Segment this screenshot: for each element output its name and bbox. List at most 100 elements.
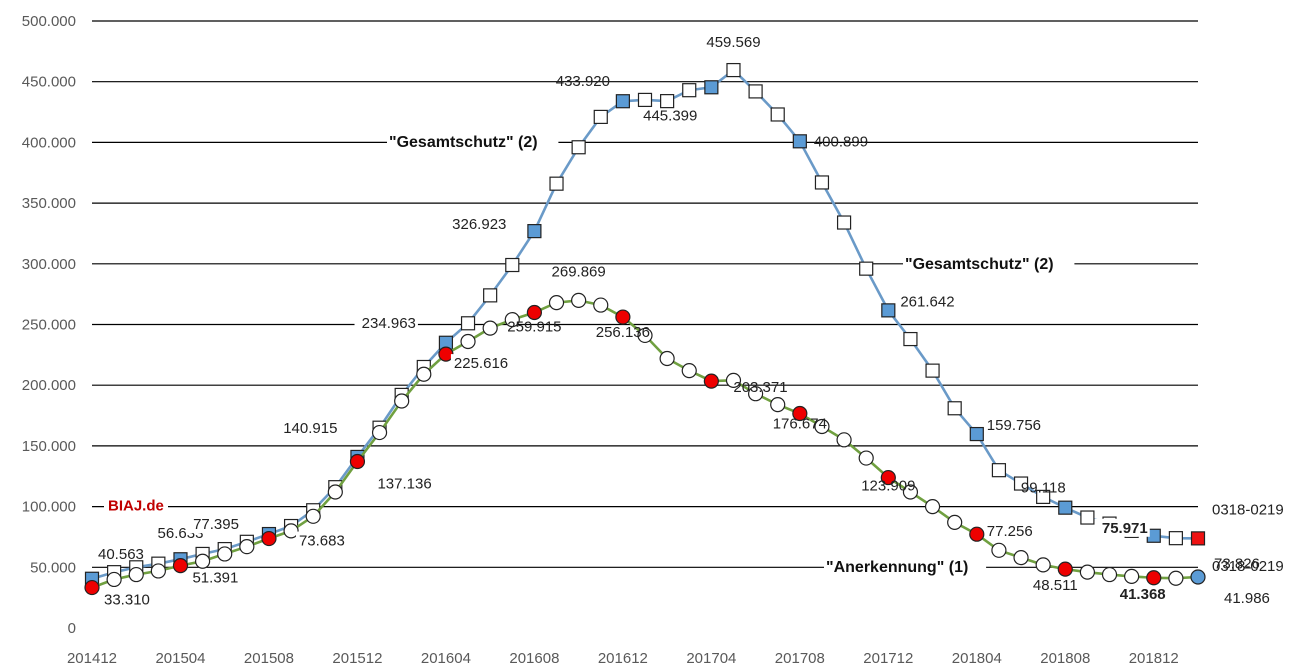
data-point: [748, 84, 763, 99]
series-anerkennung: [84, 292, 1206, 596]
data-point: [571, 292, 587, 308]
data-point: [571, 140, 586, 155]
data-point: [925, 363, 940, 378]
x-tick-label: 201512: [332, 650, 382, 667]
data-label: 234.963: [362, 315, 416, 332]
data-point: [128, 566, 144, 583]
brand-background: [104, 492, 168, 513]
data-label: 123.909: [861, 478, 915, 495]
data-point: [460, 333, 476, 350]
data-label: 41.368: [1120, 586, 1166, 603]
data-point: [725, 372, 742, 388]
data-point: [615, 309, 631, 325]
x-tick-label: 201712: [863, 650, 913, 667]
data-point: [1190, 569, 1206, 585]
data-point: [969, 426, 984, 442]
data-point: [991, 542, 1007, 558]
data-point: [770, 397, 786, 413]
data-label: 433.920: [556, 73, 610, 90]
data-point: [770, 107, 785, 122]
data-point: [637, 327, 653, 344]
data-point: [792, 405, 808, 422]
x-tick-label: 201804: [952, 650, 1002, 667]
label-background: [374, 474, 438, 493]
data-point: [681, 363, 697, 379]
data-labels: 40.56356.63377.395140.915234.963326.9234…: [98, 34, 1284, 608]
y-tick-label: 450.000: [22, 74, 76, 91]
x-tick-label: 201708: [775, 650, 825, 667]
data-label: 77.256: [987, 523, 1033, 540]
data-point: [283, 523, 299, 539]
y-tick-label: 0: [68, 620, 76, 637]
annotation-gesamtschutz: "Gesamtschutz" (2): [389, 134, 538, 151]
data-point: [1124, 568, 1140, 585]
end-label: 0318-0219: [1212, 501, 1284, 518]
y-tick-label: 50.000: [30, 559, 76, 576]
data-label: 400.899: [814, 133, 868, 150]
data-label: 326.923: [452, 216, 506, 233]
y-axis-ticks: 0 50.000 100.000 150.000 200.000 250.000 300.0…: [22, 13, 76, 637]
data-point: [726, 62, 741, 78]
data-point: [217, 546, 233, 562]
data-point: [947, 401, 962, 416]
y-tick-label: 250.000: [22, 317, 76, 334]
y-tick-label: 150.000: [22, 438, 76, 455]
data-label: 225.616: [454, 355, 508, 372]
data-point: [1057, 561, 1073, 577]
data-point: [792, 134, 807, 149]
data-point: [1013, 549, 1029, 566]
data-point: [394, 393, 410, 409]
data-label: 445.399: [643, 107, 697, 124]
data-point: [1058, 500, 1073, 515]
y-tick-label: 100.000: [22, 499, 76, 516]
data-point: [416, 366, 432, 382]
data-point: [460, 316, 476, 331]
data-point: [660, 94, 675, 109]
grid-lines: [92, 20, 1198, 568]
brand-label: BIAJ.de: [108, 498, 164, 515]
data-label: 41.986: [1224, 590, 1270, 607]
data-label: 159.756: [987, 417, 1041, 434]
data-point: [483, 288, 498, 303]
data-point: [836, 215, 852, 230]
data-point: [527, 224, 542, 239]
data-point: [106, 571, 122, 588]
label-background: [450, 354, 515, 373]
data-label: 40.563: [98, 546, 144, 563]
series-line: [91, 299, 1199, 589]
data-point: [991, 463, 1007, 478]
data-point: [1080, 510, 1095, 525]
label-background: [185, 515, 241, 534]
x-tick-label: 201508: [244, 650, 294, 667]
data-point: [327, 484, 343, 500]
data-point: [637, 92, 653, 108]
data-point: [836, 432, 852, 448]
data-label: 269.869: [552, 263, 606, 280]
data-label: 73.826: [1214, 555, 1260, 572]
data-label: 261.642: [900, 293, 954, 310]
data-point: [1101, 566, 1118, 583]
data-point: [504, 312, 520, 328]
data-label: 140.915: [283, 420, 337, 437]
x-tick-label: 201604: [421, 650, 471, 667]
label-background: [1094, 518, 1150, 537]
data-point: [593, 109, 608, 125]
data-point: [84, 579, 100, 596]
data-label: 137.136: [377, 476, 431, 493]
data-point: [859, 261, 874, 276]
x-tick-label: 201808: [1040, 650, 1090, 667]
x-tick-label: 201704: [686, 650, 736, 667]
data-point: [704, 80, 719, 95]
data-point: [150, 563, 166, 579]
data-point: [371, 424, 388, 441]
data-label: 176.674: [773, 416, 827, 433]
end-label: 0318-0219: [1212, 558, 1284, 575]
y-tick-label: 350.000: [22, 195, 76, 212]
y-tick-label: 300.000: [22, 256, 76, 273]
data-point: [814, 175, 830, 190]
y-tick-label: 400.000: [22, 134, 76, 151]
data-point: [858, 450, 874, 466]
annotation-gesamtschutz: "Gesamtschutz" (2): [905, 256, 1054, 273]
data-point: [1079, 564, 1096, 580]
